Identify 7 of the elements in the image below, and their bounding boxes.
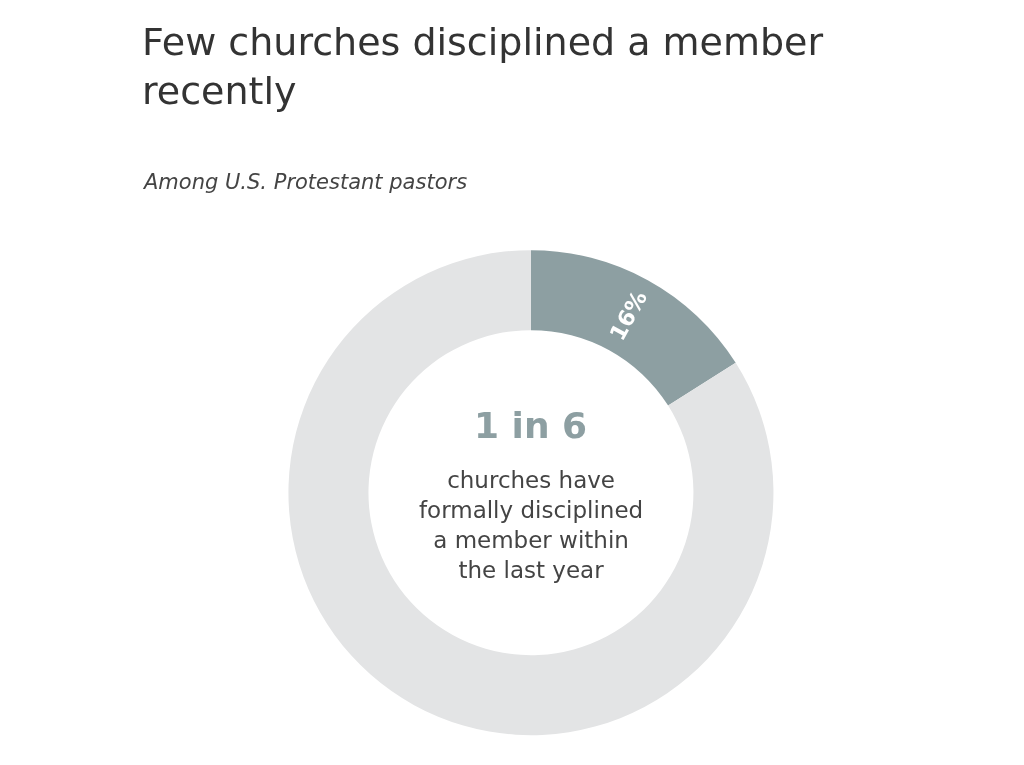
data-label: 16% (604, 286, 652, 345)
text: churches have formally disciplined a member within the last year (419, 467, 644, 583)
donut-slice (530, 250, 736, 406)
text: 1 in 6 (474, 405, 588, 446)
chart-subtitle: Among U.S. Protestant pastors (142, 170, 468, 194)
donut-slice (288, 250, 774, 735)
chart-title: Few churches disciplined a member recently (142, 20, 824, 114)
